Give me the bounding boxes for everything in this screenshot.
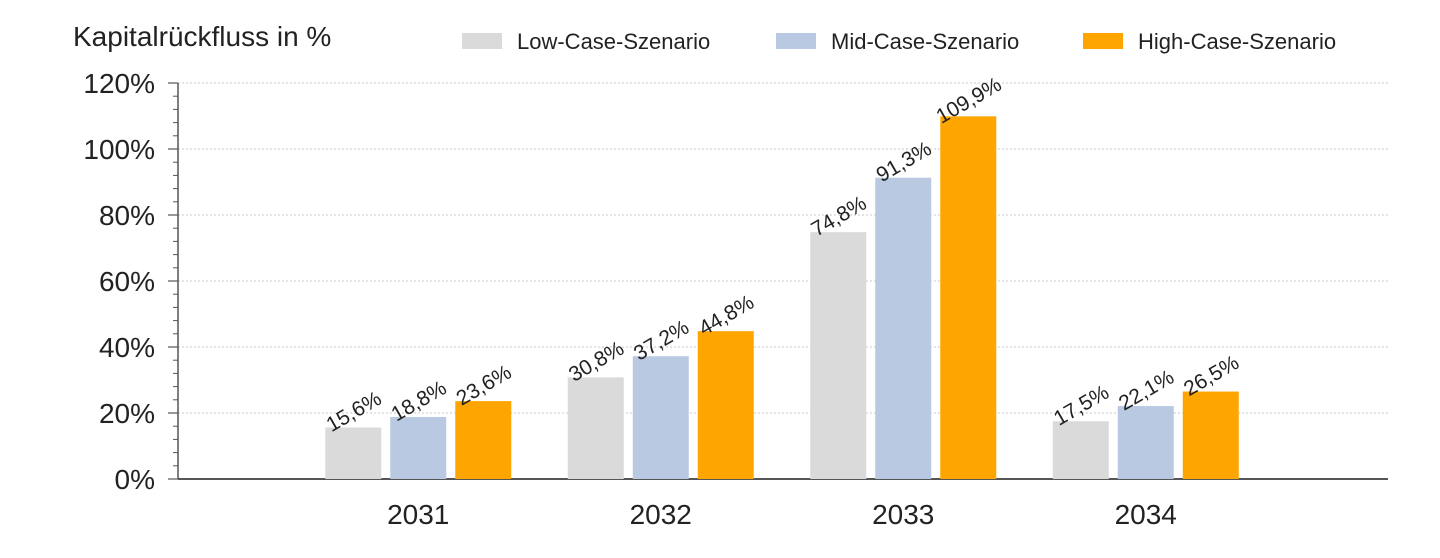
x-tick-label: 2034 [1115, 499, 1177, 530]
bar [455, 401, 512, 479]
x-tick-label: 2033 [872, 499, 934, 530]
legend: Low-Case-Szenario Mid-Case-Szenario High-C… [462, 29, 1336, 54]
bar [567, 377, 624, 479]
y-tick-label: 20% [99, 398, 155, 429]
x-tick-label: 2031 [387, 499, 449, 530]
legend-label: Mid-Case-Szenario [831, 29, 1019, 54]
legend-swatch [776, 33, 816, 49]
bar [1182, 391, 1239, 479]
y-tick-label: 40% [99, 332, 155, 363]
x-tick-label: 2032 [630, 499, 692, 530]
bars [325, 116, 1239, 479]
legend-label: High-Case-Szenario [1138, 29, 1336, 54]
bar [940, 116, 997, 479]
legend-swatch [462, 33, 502, 49]
y-tick-label: 60% [99, 266, 155, 297]
bar [1052, 421, 1109, 479]
y-axis-title: Kapitalrückfluss in % [73, 21, 331, 52]
gridlines [178, 82, 1388, 414]
legend-swatch [1083, 33, 1123, 49]
legend-label: Low-Case-Szenario [517, 29, 710, 54]
bar [632, 356, 689, 479]
y-tick-label: 80% [99, 200, 155, 231]
y-tick-label: 120% [83, 68, 155, 99]
y-tick-label: 100% [83, 134, 155, 165]
bar [325, 427, 382, 479]
bar [1117, 406, 1174, 479]
bar [390, 416, 447, 479]
bar [875, 177, 932, 479]
y-tick-label: 0% [115, 464, 155, 495]
bar [697, 331, 754, 479]
bar [810, 232, 867, 479]
data-labels: 15,6% 18,8% 23,6% 30,8% 37,2%44,8%74,8%91,3%… [322, 73, 1243, 437]
